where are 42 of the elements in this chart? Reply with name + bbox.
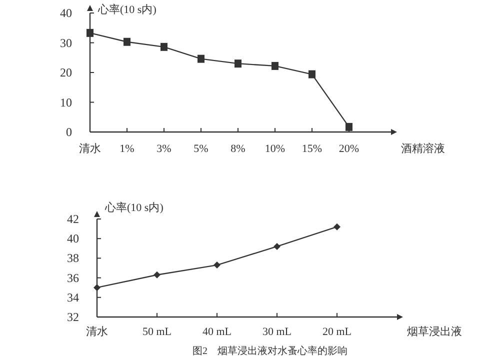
point	[94, 284, 100, 292]
point	[214, 262, 220, 269]
x-tick-label: 30 mL	[262, 326, 292, 338]
x-tick-label: 清水	[86, 325, 108, 338]
x-tick-label: 清水	[79, 142, 101, 155]
y-tick-label: 0	[66, 125, 72, 139]
y-tick-label: 40	[60, 6, 72, 20]
point	[274, 242, 280, 250]
x-tick-label: 3%	[156, 143, 172, 155]
point	[272, 62, 278, 70]
x-tick-label: 20 mL	[322, 326, 352, 338]
y-tick-label: 10	[60, 95, 72, 110]
point	[308, 70, 316, 78]
y-tick-label: 36	[67, 270, 79, 285]
x-tick-label: 20%	[338, 143, 360, 155]
y-axis-title: 心率(10 s内)	[97, 3, 157, 16]
point	[160, 42, 168, 51]
point	[86, 28, 94, 37]
x-axis-title: 酒精溶液	[401, 142, 445, 155]
point	[198, 54, 204, 63]
point	[124, 38, 130, 46]
y-axis-title: 心率(10 s内)	[104, 201, 164, 214]
x-tick-label: 40 mL	[202, 326, 232, 338]
y-tick-label: 42	[67, 212, 79, 226]
x-tick-label: 1%	[120, 143, 134, 155]
x-tick-label: 10%	[264, 143, 286, 155]
point	[154, 271, 160, 278]
point	[334, 223, 340, 230]
x-tick-label: 8%	[230, 143, 246, 155]
x-tick-label: 15%	[302, 143, 322, 155]
y-tick-label: 32	[67, 310, 79, 324]
point	[234, 60, 242, 68]
x-tick-label: 50 mL	[142, 326, 172, 338]
y-tick-label: 38	[67, 251, 79, 266]
x-axis-title: 烟草浸出液	[407, 325, 462, 338]
caption: 图2 烟草浸出液对水蚤心率的影响	[192, 345, 348, 357]
y-tick-label: 34	[67, 290, 79, 304]
y-tick-label: 30	[60, 36, 72, 50]
y-tick-label: 20	[60, 66, 72, 80]
point	[346, 122, 352, 131]
y-tick-label: 40	[67, 232, 79, 246]
x-tick-label: 5%	[194, 143, 208, 155]
